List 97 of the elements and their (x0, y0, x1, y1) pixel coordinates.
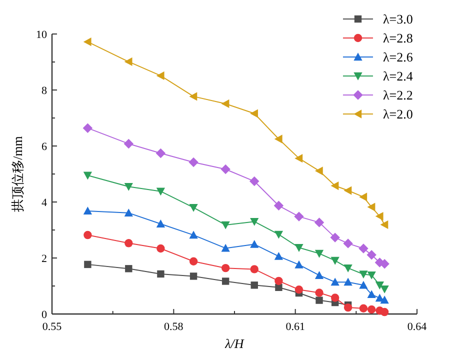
point (189, 92, 198, 101)
point (294, 212, 304, 222)
point (358, 244, 368, 254)
point (367, 271, 376, 280)
x-tick-label: 0.64 (407, 321, 428, 333)
x-tick-label: 0.55 (42, 321, 62, 333)
point (190, 272, 198, 280)
point (83, 172, 92, 180)
point (156, 188, 166, 196)
point (124, 208, 133, 217)
point (359, 270, 368, 279)
x-tick-label: 0.61 (286, 321, 305, 333)
legend-label: λ=2.2 (383, 88, 413, 102)
point (367, 290, 376, 298)
y-axis-title: 拱顶位移/mm (10, 136, 25, 212)
y-tick-label: 0 (42, 309, 48, 321)
point (367, 305, 376, 314)
point (344, 278, 352, 286)
point (375, 212, 384, 221)
point (188, 157, 198, 168)
point (330, 181, 339, 190)
point (330, 232, 340, 242)
point (375, 282, 384, 290)
legend-label: λ=2.8 (383, 30, 413, 46)
point (250, 282, 258, 289)
point (359, 280, 368, 289)
point (156, 71, 164, 80)
y-tick-label: 4 (42, 197, 48, 209)
point (274, 276, 283, 286)
point (344, 303, 352, 312)
point (294, 154, 303, 163)
point (83, 38, 92, 46)
y-tick-label: 10 (36, 29, 48, 41)
legend-label: λ=3.0 (383, 12, 413, 26)
point (156, 148, 166, 158)
point (124, 57, 132, 66)
point (294, 260, 304, 268)
point (315, 288, 324, 297)
point (124, 239, 133, 248)
point (380, 220, 388, 229)
point (189, 204, 198, 212)
point (274, 200, 284, 210)
point (380, 296, 389, 304)
point (367, 202, 376, 212)
point (275, 284, 282, 291)
point (359, 192, 368, 202)
point (250, 176, 260, 186)
point (221, 264, 230, 272)
point (156, 220, 166, 228)
point (380, 285, 389, 294)
point (125, 265, 132, 272)
point (84, 230, 92, 240)
legend-label: λ=2.6 (383, 50, 414, 64)
point (157, 270, 164, 278)
point (330, 294, 340, 302)
point (221, 221, 230, 230)
y-tick-label: 2 (42, 253, 47, 265)
x-axis-title: λ/H (224, 336, 244, 351)
point (189, 230, 198, 239)
point (156, 244, 165, 253)
point (250, 240, 259, 248)
point (314, 250, 324, 258)
point (221, 99, 230, 108)
point (344, 264, 352, 272)
point (220, 164, 230, 174)
point (294, 286, 304, 294)
point (316, 296, 323, 304)
point (250, 265, 258, 274)
y-tick-label: 6 (42, 141, 48, 153)
point (294, 244, 304, 252)
point (221, 244, 230, 252)
point (314, 166, 323, 176)
point (82, 123, 93, 133)
point (124, 183, 133, 191)
point (250, 109, 258, 118)
point (84, 260, 92, 268)
legend-label: λ=2.0 (383, 106, 413, 122)
legend-label: λ=2.4 (383, 68, 414, 84)
point (366, 250, 376, 260)
point (343, 238, 353, 248)
point (222, 278, 230, 285)
point (359, 304, 368, 312)
x-tick-label: 0.58 (164, 321, 184, 333)
point (274, 134, 282, 144)
point (380, 308, 389, 316)
point (330, 256, 340, 265)
point (274, 230, 284, 239)
y-tick-label: 8 (42, 85, 48, 97)
point (250, 218, 259, 226)
point (83, 206, 92, 215)
point (330, 278, 340, 286)
point (314, 218, 324, 228)
point (344, 186, 352, 195)
point (124, 138, 134, 149)
point (189, 257, 198, 266)
point (314, 271, 324, 279)
point (274, 252, 284, 260)
